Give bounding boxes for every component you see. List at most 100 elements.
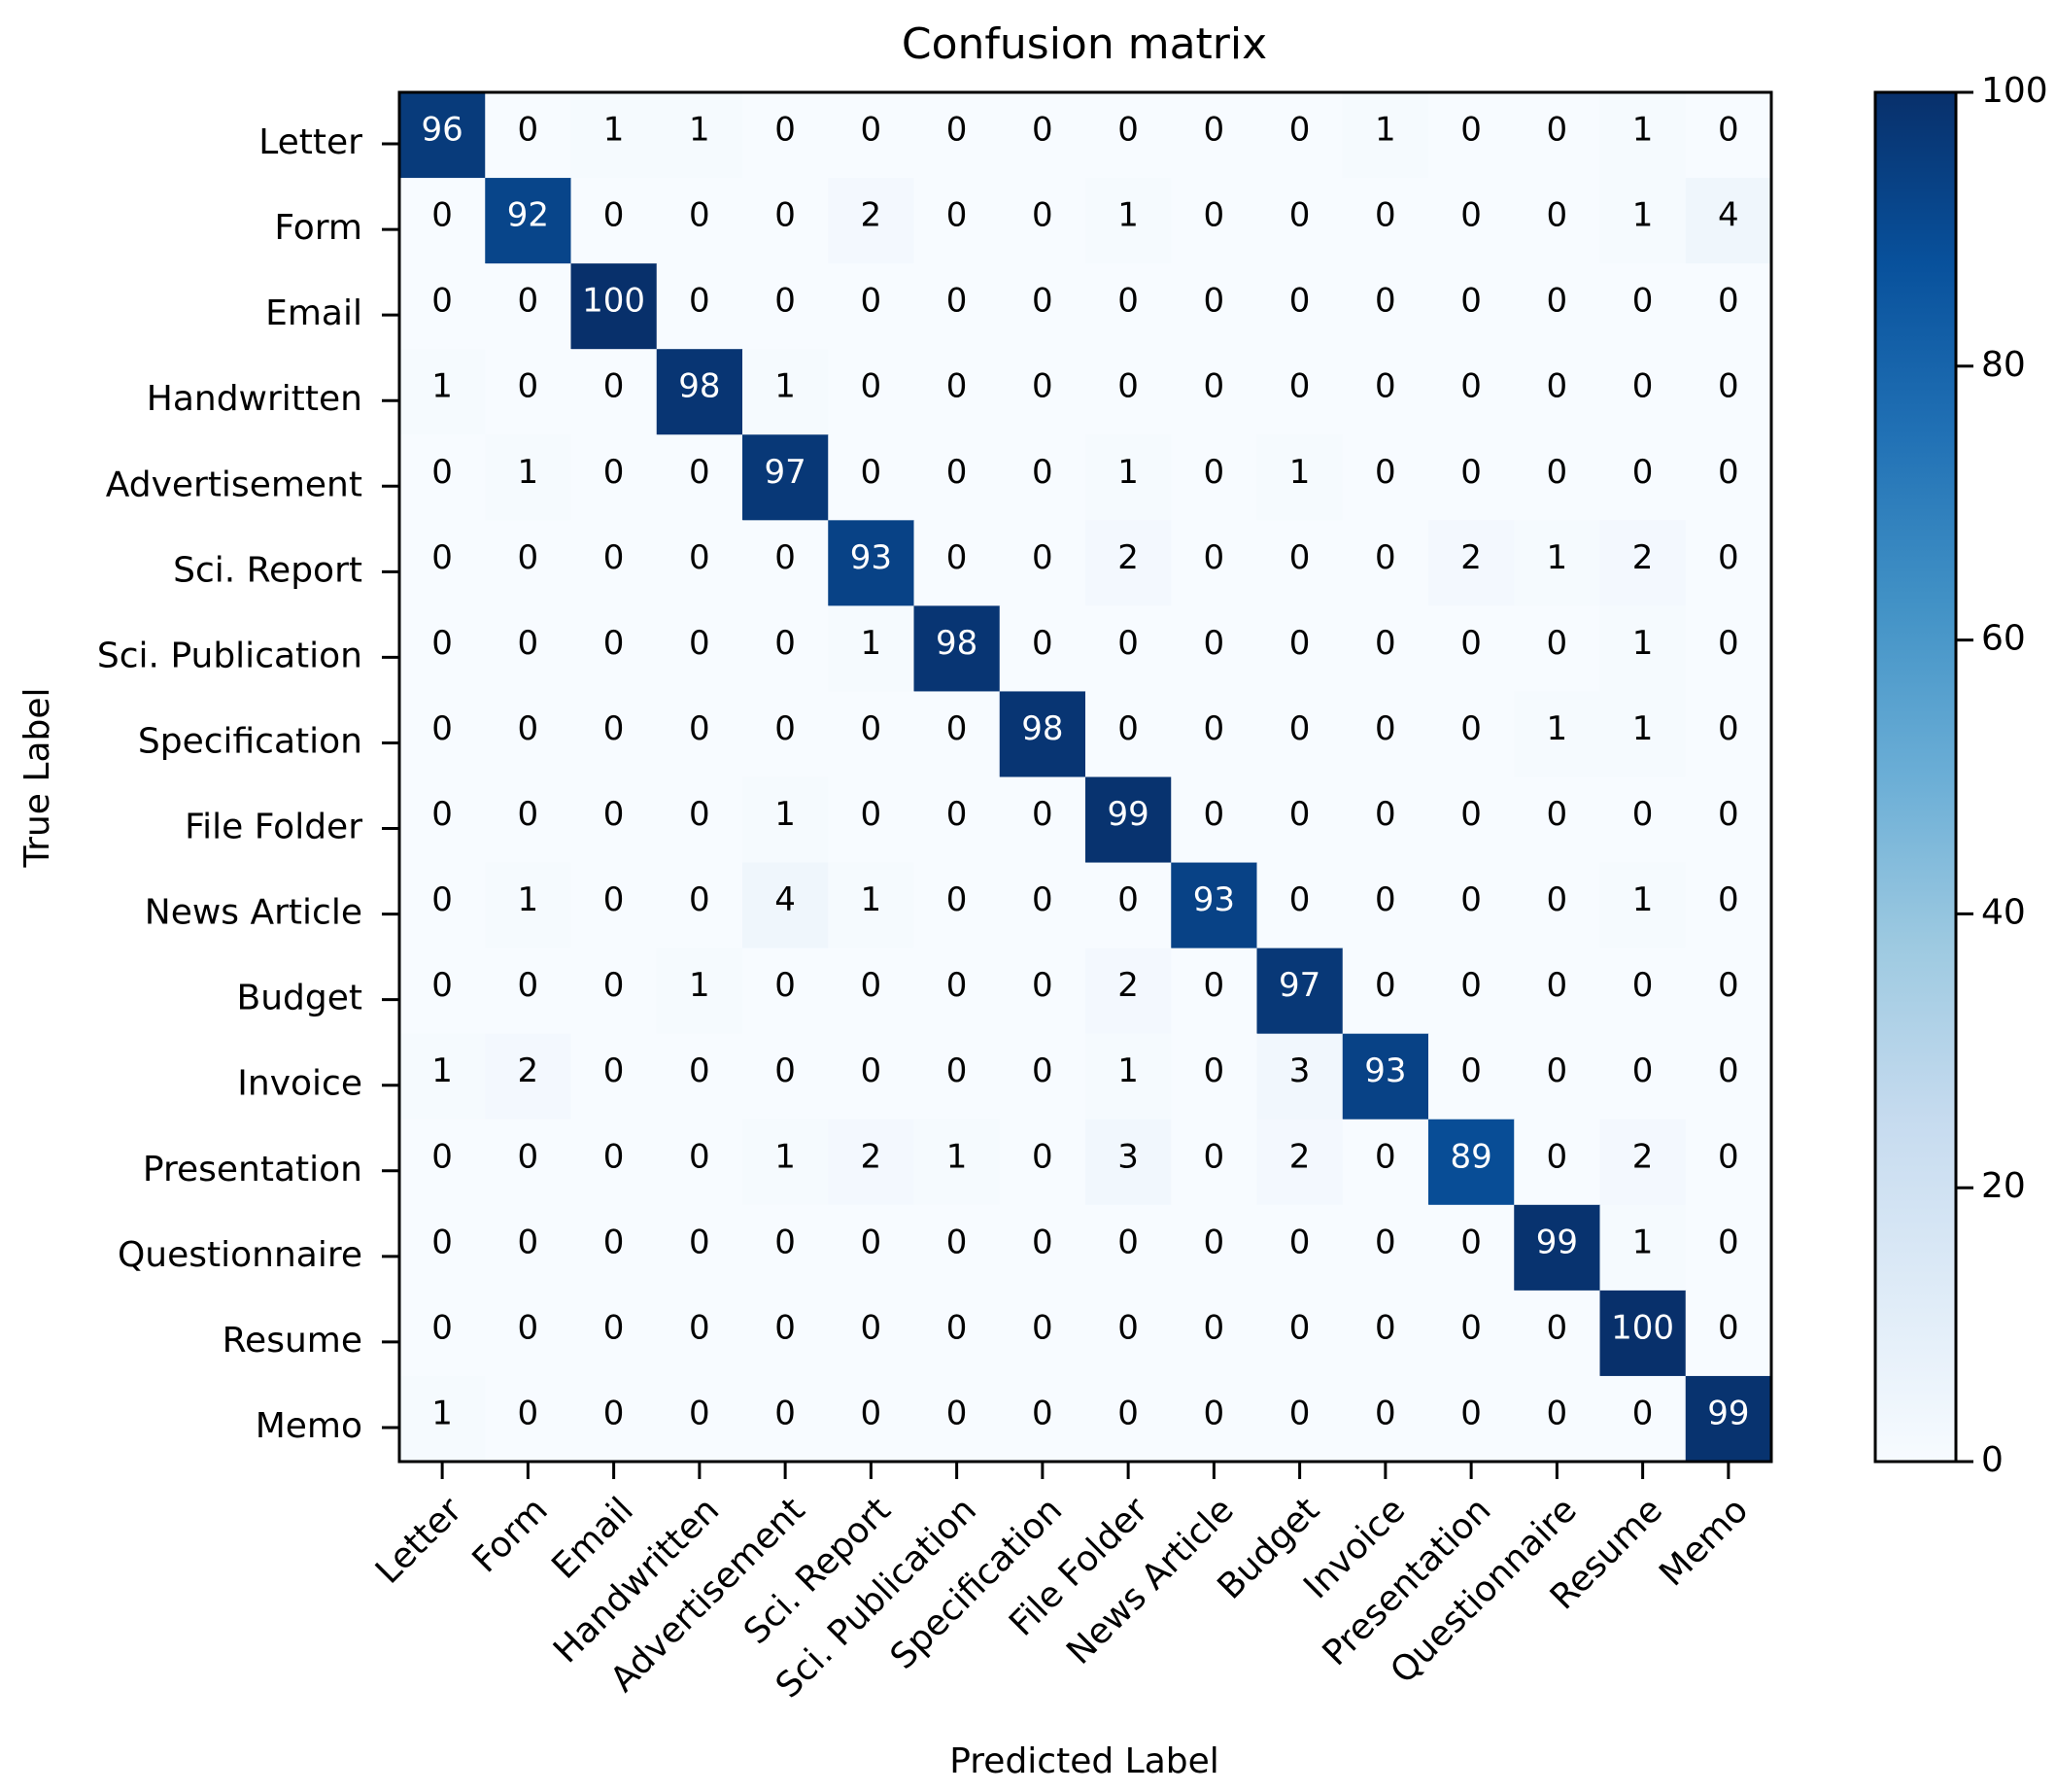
- cell-value-label: 4: [1718, 196, 1739, 235]
- cell-value-label: 0: [518, 966, 539, 1005]
- matrix-cell: [1256, 434, 1344, 521]
- matrix-cell: [1171, 434, 1258, 521]
- matrix-cell: [570, 1033, 658, 1120]
- matrix-cell: [485, 1375, 572, 1463]
- matrix-cell: [399, 520, 486, 606]
- cell-value-label: 0: [1375, 282, 1396, 321]
- cell-value-label: 0: [603, 538, 625, 577]
- cell-value-label: 0: [518, 709, 539, 748]
- matrix-cell: [1685, 349, 1772, 435]
- matrix-cell: [1514, 1290, 1601, 1377]
- matrix-cell: [1685, 178, 1772, 264]
- matrix-cell: [485, 1119, 572, 1206]
- cell-value-label: 0: [861, 111, 882, 150]
- cell-value-label: 0: [603, 453, 625, 492]
- matrix-cell: [1514, 1204, 1601, 1292]
- cell-value-label: 0: [1117, 624, 1139, 663]
- cell-value-label: 1: [1632, 709, 1654, 748]
- cell-value-label: 0: [1547, 196, 1568, 235]
- cell-value-label: 0: [1032, 880, 1053, 919]
- matrix-cell: [656, 520, 743, 606]
- cell-value-label: 1: [1117, 1051, 1139, 1090]
- matrix-cell: [1085, 178, 1172, 264]
- colorbar-tick-label: 20: [1981, 1166, 2026, 1206]
- matrix-cell: [399, 1119, 486, 1206]
- matrix-cell: [1342, 691, 1429, 778]
- y-tick-label: Resume: [223, 1321, 362, 1361]
- y-tick-label: Presentation: [143, 1150, 362, 1189]
- matrix-cell: [1685, 434, 1772, 521]
- cell-value-label: 0: [1718, 966, 1739, 1005]
- cell-value-label: 0: [1289, 111, 1311, 150]
- cell-value-label: 2: [518, 1051, 539, 1090]
- matrix-cell: [1599, 349, 1687, 435]
- matrix-cell: [1085, 862, 1172, 949]
- matrix-cell: [1342, 349, 1429, 435]
- cell-value-label: 0: [431, 624, 453, 663]
- matrix-cell: [1085, 1033, 1172, 1120]
- matrix-cell: [828, 691, 915, 778]
- cell-value-label: 0: [603, 624, 625, 663]
- cell-value-label: 1: [1632, 880, 1654, 919]
- matrix-cell: [1085, 776, 1172, 864]
- cell-value-label: 2: [1289, 1137, 1311, 1176]
- cell-value-label: 0: [1375, 709, 1396, 748]
- cell-value-label: 0: [1718, 111, 1739, 150]
- matrix-cell: [1171, 520, 1258, 606]
- cell-value-label: 1: [518, 453, 539, 492]
- cell-value-label: 0: [1460, 709, 1482, 748]
- cell-value-label: 0: [689, 880, 710, 919]
- cell-value-label: 0: [518, 624, 539, 663]
- cell-value-label: 0: [1204, 1137, 1225, 1176]
- matrix-cell: [913, 1033, 1001, 1120]
- cell-value-label: 0: [431, 538, 453, 577]
- matrix-cell: [913, 605, 1001, 693]
- matrix-cell: [742, 92, 829, 179]
- matrix-cell: [1428, 1119, 1515, 1206]
- cell-value-label: 0: [946, 538, 968, 577]
- matrix-cell: [1085, 1119, 1172, 1206]
- matrix-cell: [999, 1119, 1086, 1206]
- matrix-cell: [399, 178, 486, 264]
- cell-value-label: 0: [1632, 367, 1654, 406]
- matrix-cell: [1685, 1033, 1772, 1120]
- cell-value-label: 97: [1279, 966, 1320, 1005]
- matrix-cell: [1171, 605, 1258, 693]
- matrix-cell: [399, 92, 486, 179]
- matrix-cell: [913, 92, 1001, 179]
- cell-value-label: 0: [518, 111, 539, 150]
- matrix-cell: [1085, 92, 1172, 179]
- matrix-cell: [913, 691, 1001, 778]
- matrix-cell: [1514, 862, 1601, 949]
- matrix-cell: [399, 1290, 486, 1377]
- cell-value-label: 0: [518, 538, 539, 577]
- matrix-cell: [742, 1119, 829, 1206]
- cell-value-label: 0: [1289, 1223, 1311, 1261]
- matrix-cell: [1256, 1375, 1344, 1463]
- matrix-cell: [1514, 263, 1601, 350]
- matrix-cell: [913, 1204, 1001, 1292]
- matrix-cell: [570, 92, 658, 179]
- cell-value-label: 0: [861, 453, 882, 492]
- cell-value-label: 0: [1718, 795, 1739, 834]
- matrix-frame: [397, 90, 1773, 1464]
- cell-value-label: 0: [1375, 966, 1396, 1005]
- matrix-cell: [1171, 862, 1258, 949]
- matrix-cell: [1428, 862, 1515, 949]
- cell-value-label: 0: [1460, 966, 1482, 1005]
- cell-value-label: 100: [582, 282, 645, 321]
- matrix-cell: [999, 776, 1086, 864]
- cell-value-label: 0: [603, 1223, 625, 1261]
- matrix-cell: [1171, 1204, 1258, 1292]
- matrix-cell: [1599, 1375, 1687, 1463]
- matrix-cell: [399, 349, 486, 435]
- cell-value-label: 0: [1032, 1223, 1053, 1261]
- cell-value-label: 98: [1021, 709, 1063, 748]
- matrix-cell: [1685, 1204, 1772, 1292]
- matrix-cell: [1514, 1033, 1601, 1120]
- matrix-cell: [1428, 263, 1515, 350]
- cell-value-label: 93: [850, 538, 892, 577]
- cell-value-label: 0: [1032, 1051, 1053, 1090]
- matrix-cell: [485, 520, 572, 606]
- cell-value-label: 0: [689, 1394, 710, 1432]
